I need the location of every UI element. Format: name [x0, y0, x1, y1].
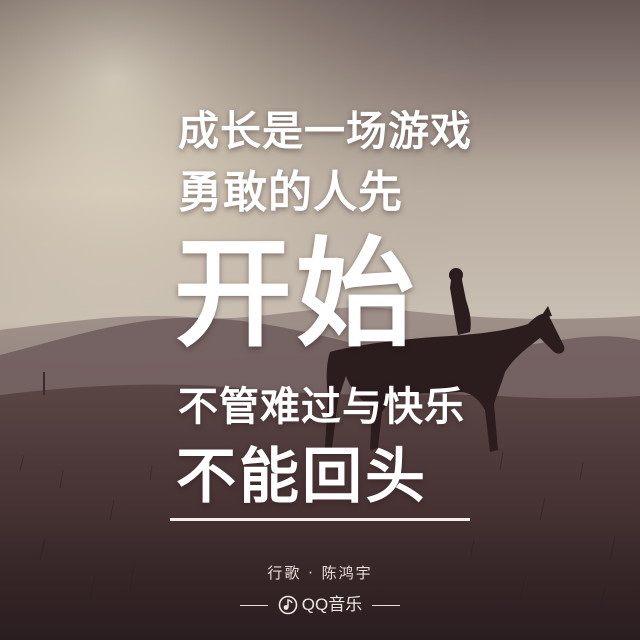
left-dash [239, 604, 268, 606]
divider-line [170, 518, 470, 521]
lyric-line-5: 不能回头 [176, 442, 428, 512]
lyric-line-1: 成长是一场游戏 [178, 107, 472, 155]
lyric-line-4: 不管难过与快乐 [178, 384, 465, 430]
lyric-line-2: 勇敢的人先 [178, 167, 403, 218]
lyric-line-3-highlight: 开始 [174, 225, 419, 363]
brand-footer: QQ音乐 [0, 592, 640, 618]
qq-music-icon [278, 595, 298, 615]
right-dash [372, 604, 401, 606]
brand-name: QQ音乐 [301, 595, 363, 614]
song-credit: 行歌 · 陈鸿宇 [267, 564, 373, 582]
